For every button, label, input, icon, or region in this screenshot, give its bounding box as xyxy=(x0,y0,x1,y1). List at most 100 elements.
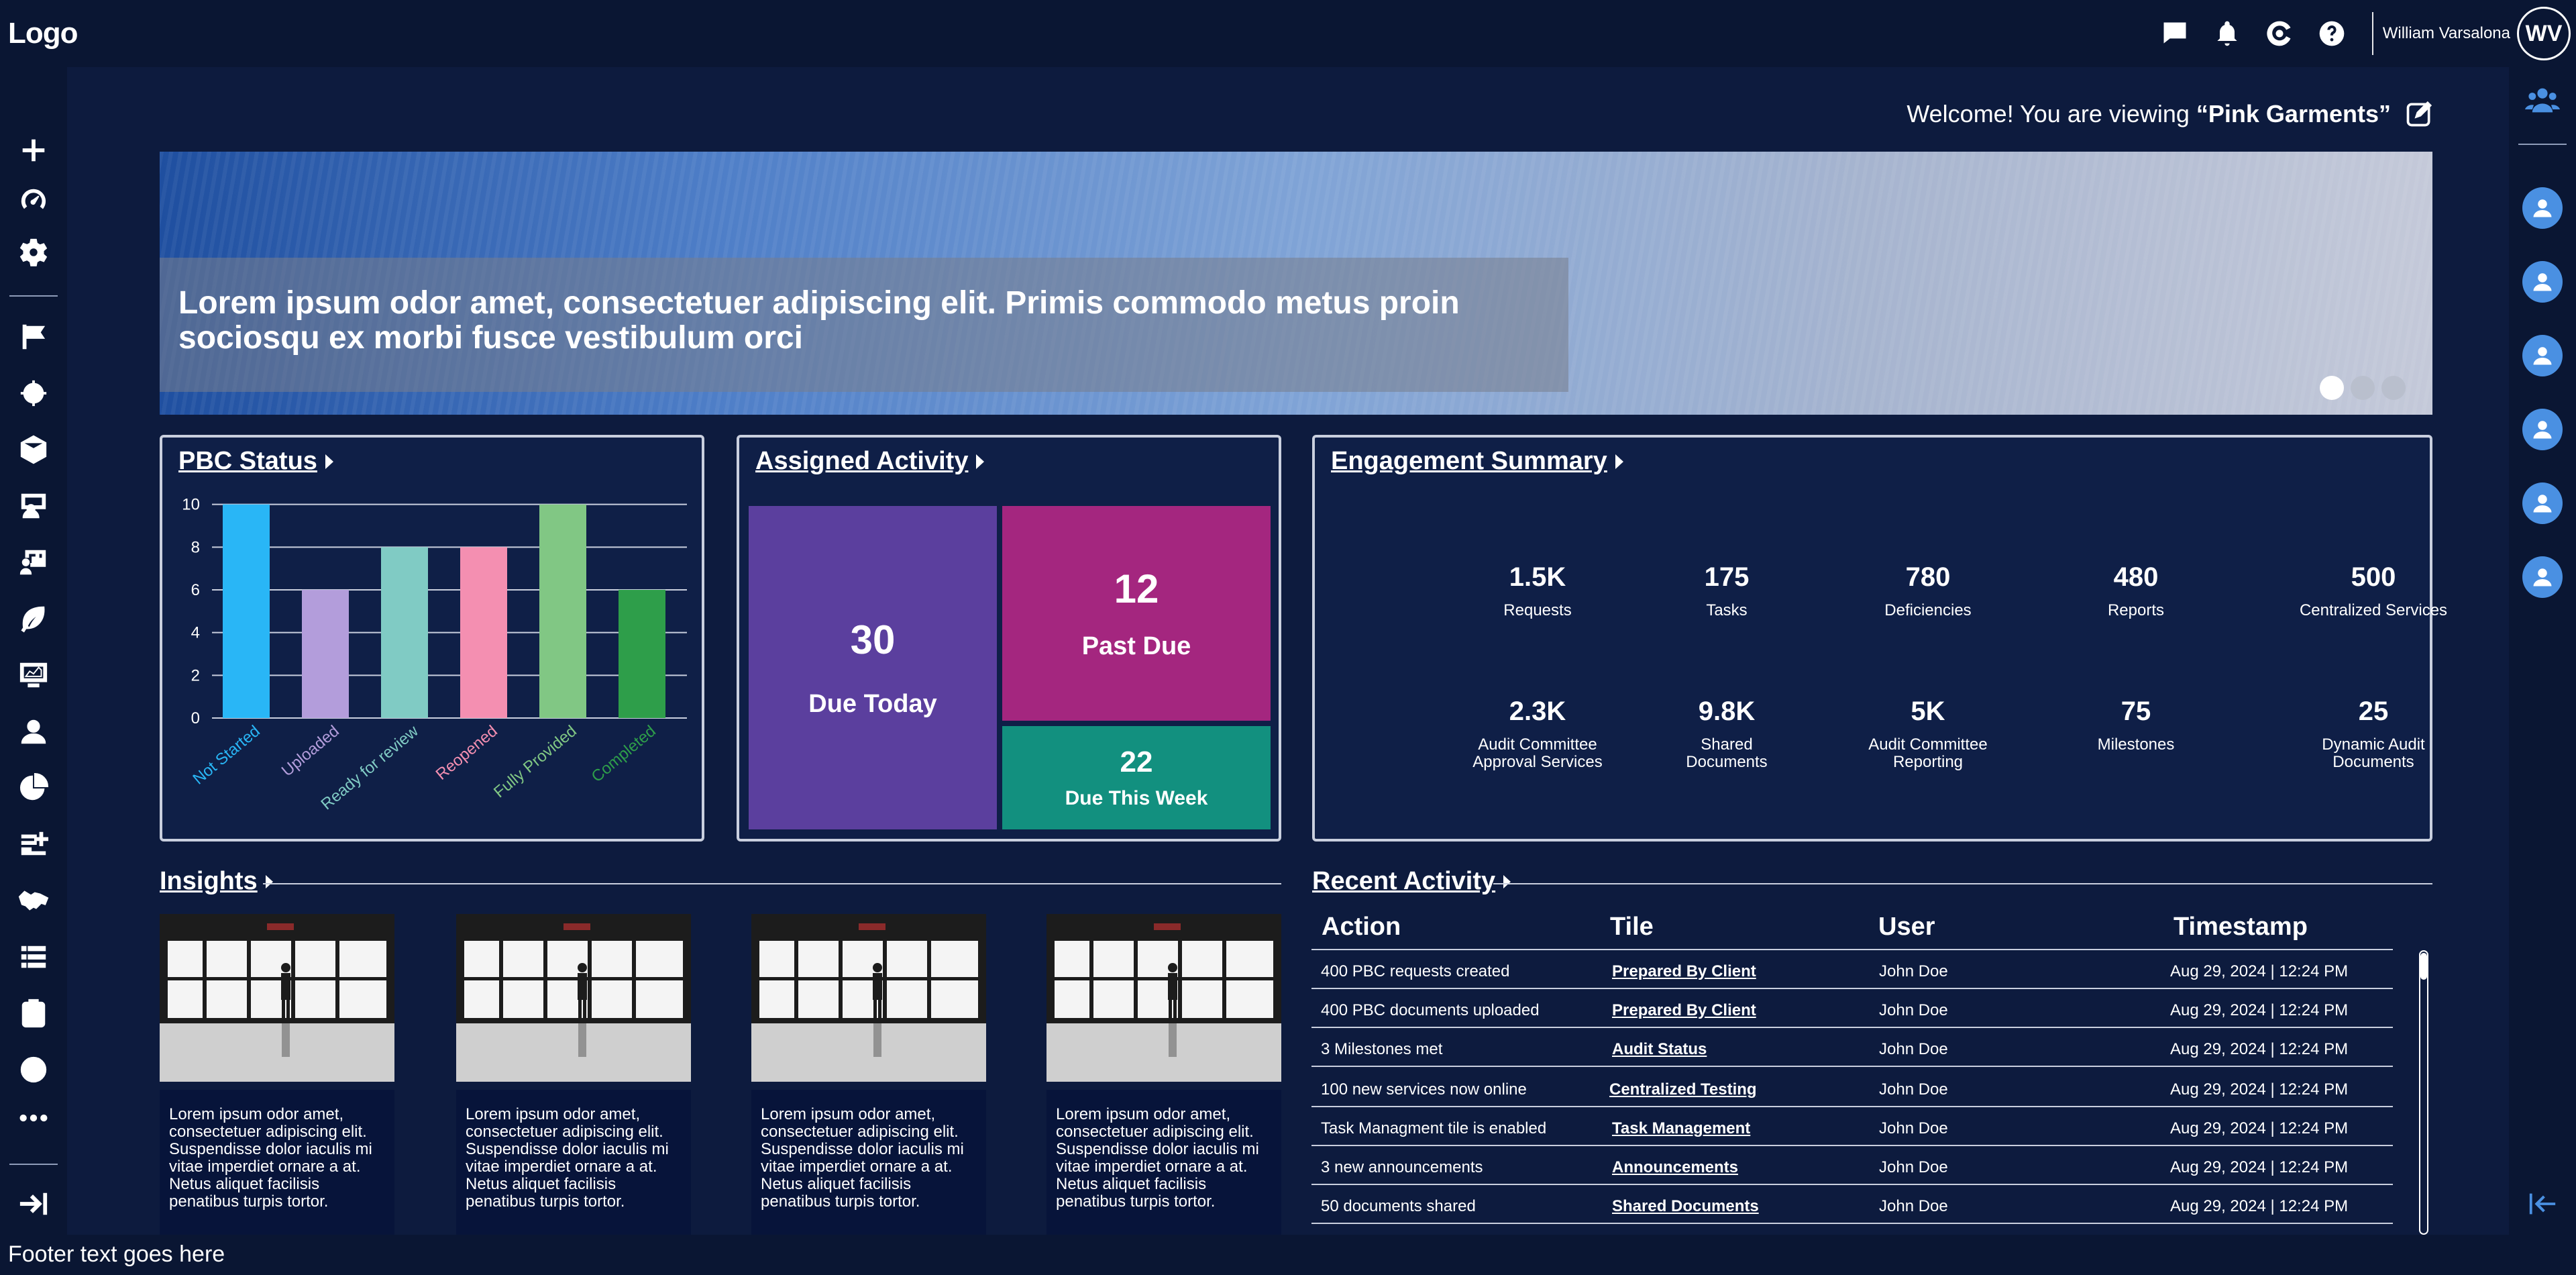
section-divider xyxy=(263,883,1281,884)
assigned-activity-title[interactable]: Assigned Activity xyxy=(755,447,985,476)
row-tile-link[interactable]: Announcements xyxy=(1612,1158,1739,1176)
avatar[interactable]: WV xyxy=(2517,7,2571,60)
table-row[interactable]: 100 new services now online Centralized … xyxy=(1311,1068,2393,1107)
member-avatar[interactable] xyxy=(2522,556,2563,598)
globe-network-icon[interactable] xyxy=(13,1050,54,1090)
due-today-count: 30 xyxy=(850,617,896,662)
table-row[interactable]: 50 documents shared Shared Documents Joh… xyxy=(1311,1185,2393,1224)
list-add-icon[interactable] xyxy=(13,824,54,864)
row-timestamp: Aug 29, 2024 | 12:24 PM xyxy=(2170,962,2349,980)
gear-icon[interactable] xyxy=(13,232,54,272)
carousel-dot[interactable] xyxy=(2320,376,2344,400)
due-this-week-tile[interactable]: 22 Due This Week xyxy=(1002,726,1271,829)
table-scrollbar[interactable] xyxy=(2419,950,2428,1235)
help-icon[interactable] xyxy=(2312,13,2352,54)
stat-centralized-services[interactable]: 500 Centralized Services xyxy=(2273,562,2474,619)
analytics-board-icon[interactable] xyxy=(13,542,54,582)
stat-tasks[interactable]: 175 Tasks xyxy=(1626,562,1827,619)
dashboard-gauge-icon[interactable] xyxy=(13,180,54,220)
engagement-summary-title[interactable]: Engagement Summary xyxy=(1331,447,1623,476)
x-tick-label: Uploaded xyxy=(278,722,343,780)
carousel-dot[interactable] xyxy=(2351,376,2375,400)
row-tile-link[interactable]: Prepared By Client xyxy=(1612,962,1756,980)
window-silhouette-image xyxy=(456,914,691,1082)
recent-activity-title[interactable]: Recent Activity xyxy=(1312,867,1511,896)
caret-right-icon xyxy=(1615,454,1623,469)
leaf-icon[interactable] xyxy=(13,599,54,639)
c-logo-icon[interactable] xyxy=(2259,13,2300,54)
stat-audit-committee-approval[interactable]: 2.3K Audit Committee Approval Services xyxy=(1437,697,1638,771)
flag-icon[interactable] xyxy=(13,317,54,357)
more-icon[interactable] xyxy=(13,1098,54,1138)
member-avatar[interactable] xyxy=(2522,261,2563,303)
stat-shared-documents[interactable]: 9.8K Shared Documents xyxy=(1626,697,1827,771)
target-arrows-icon[interactable] xyxy=(13,373,54,413)
table-row[interactable]: 3 Milestones met Audit Status John Doe A… xyxy=(1311,1028,2393,1067)
bar[interactable] xyxy=(223,504,270,718)
pbc-status-title[interactable]: PBC Status xyxy=(178,447,333,476)
stat-audit-committee-reporting[interactable]: 5K Audit Committee Reporting xyxy=(1827,697,2029,771)
insight-image xyxy=(751,914,986,1082)
carousel-dot[interactable] xyxy=(2381,376,2406,400)
due-today-tile[interactable]: 30 Due Today xyxy=(749,506,997,829)
pie-chart-icon[interactable] xyxy=(13,768,54,808)
cube-icon[interactable] xyxy=(13,429,54,470)
stat-deficiencies[interactable]: 780 Deficiencies xyxy=(1827,562,2029,619)
row-action: 100 new services now online xyxy=(1321,1080,1527,1099)
expand-sidebar-icon[interactable] xyxy=(13,1184,54,1224)
table-row[interactable]: 400 PBC documents uploaded Prepared By C… xyxy=(1311,989,2393,1028)
member-avatar[interactable] xyxy=(2522,409,2563,450)
column-header-action[interactable]: Action xyxy=(1322,913,1401,941)
row-tile-link[interactable]: Shared Documents xyxy=(1612,1197,1759,1215)
stat-milestones[interactable]: 75 Milestones xyxy=(2035,697,2237,754)
insight-text: Lorem ipsum odor amet, consectetuer adip… xyxy=(456,1090,691,1235)
clipboard-checklist-icon[interactable] xyxy=(13,993,54,1033)
row-tile-link[interactable]: Task Management xyxy=(1612,1119,1751,1137)
assigned-activity-card: Assigned Activity 30 Due Today 12 Past D… xyxy=(737,435,1281,842)
bar[interactable] xyxy=(539,504,586,718)
stat-requests[interactable]: 1.5K Requests xyxy=(1437,562,1638,619)
user-icon[interactable] xyxy=(13,711,54,752)
table-row[interactable]: 400 PBC requests created Prepared By Cli… xyxy=(1311,950,2393,989)
user-icon xyxy=(2522,261,2563,303)
row-tile-link[interactable]: Audit Status xyxy=(1612,1040,1707,1058)
collapse-sidebar-icon[interactable] xyxy=(2522,1184,2563,1224)
carousel-dots xyxy=(2313,376,2406,400)
window-silhouette-image xyxy=(1046,914,1281,1082)
hero-caption: Lorem ipsum odor amet, consectetuer adip… xyxy=(160,258,1568,392)
stat-reports[interactable]: 480 Reports xyxy=(2035,562,2237,619)
bar[interactable] xyxy=(460,547,507,718)
table-row[interactable]: 3 new announcements Announcements John D… xyxy=(1311,1146,2393,1185)
row-tile-link[interactable]: Prepared By Client xyxy=(1612,1001,1756,1019)
row-user: John Doe xyxy=(1879,1080,1948,1099)
table-row[interactable]: Task Managment tile is enabled Task Mana… xyxy=(1311,1107,2393,1146)
insights-title[interactable]: Insights xyxy=(160,867,273,896)
bar[interactable] xyxy=(619,590,665,718)
team-icon[interactable] xyxy=(2522,81,2563,121)
chat-icon[interactable] xyxy=(2155,13,2195,54)
stat-value: 5K xyxy=(1911,697,1945,726)
logo[interactable]: Logo xyxy=(8,17,78,50)
column-header-timestamp[interactable]: Timestamp xyxy=(2174,913,2308,941)
member-avatar[interactable] xyxy=(2522,187,2563,229)
column-header-user[interactable]: User xyxy=(1878,913,1935,941)
bar[interactable] xyxy=(302,590,349,718)
member-avatar[interactable] xyxy=(2522,335,2563,376)
past-due-tile[interactable]: 12 Past Due xyxy=(1002,506,1271,721)
bar[interactable] xyxy=(381,547,428,718)
presenter-icon[interactable] xyxy=(13,486,54,526)
stat-dynamic-audit-documents[interactable]: 25 Dynamic Audit Documents xyxy=(2273,697,2474,771)
monitor-chart-icon[interactable] xyxy=(13,655,54,695)
bell-icon[interactable] xyxy=(2207,13,2247,54)
handshake-icon[interactable] xyxy=(13,880,54,921)
scrollbar-thumb[interactable] xyxy=(2420,953,2427,980)
user-name[interactable]: William Varsalona xyxy=(2382,24,2510,42)
y-tick-label: 10 xyxy=(182,496,200,514)
hero-carousel[interactable]: Lorem ipsum odor amet, consectetuer adip… xyxy=(160,152,2432,415)
list-icon[interactable] xyxy=(13,937,54,977)
row-tile-link[interactable]: Centralized Testing xyxy=(1609,1080,1757,1099)
column-header-tile[interactable]: Tile xyxy=(1610,913,1654,941)
member-avatar[interactable] xyxy=(2522,482,2563,524)
edit-icon[interactable] xyxy=(2404,99,2434,129)
add-icon[interactable] xyxy=(13,130,54,170)
